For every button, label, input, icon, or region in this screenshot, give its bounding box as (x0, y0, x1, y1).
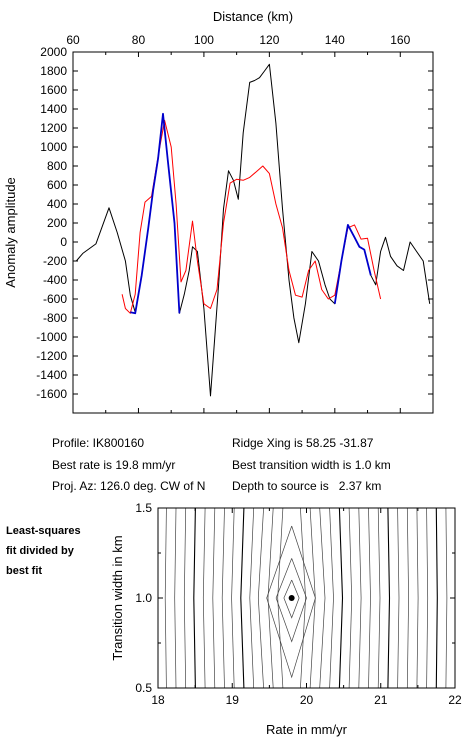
closed-contour (275, 558, 307, 643)
x-tick-label: 140 (325, 33, 345, 47)
depth-label-text: Depth to source is (232, 479, 329, 493)
contour-line (329, 508, 334, 688)
contour-line (397, 508, 400, 688)
closed-contour (283, 579, 300, 619)
y-tick-label: -400 (43, 273, 67, 287)
y-tick-label: -1600 (36, 387, 67, 401)
contour-line (309, 508, 316, 688)
contour-line (277, 508, 284, 688)
y-tick-label: -1000 (36, 330, 67, 344)
x-tick-label: 120 (259, 33, 279, 47)
contour-line (212, 508, 216, 688)
y-tick-label: 0 (60, 235, 67, 249)
y-axis-label: Anomaly amplitude (3, 177, 18, 288)
closed-contour (266, 525, 316, 679)
contour-y-tick-label: 1.5 (135, 501, 152, 515)
contour-line (348, 508, 353, 688)
y-tick-label: -800 (43, 311, 67, 325)
profile-label: Profile: IK800160 (52, 436, 145, 450)
contour-line (368, 508, 371, 688)
best-rate-label: Best rate is 19.8 mm/yr (52, 458, 176, 472)
y-tick-label: 1000 (40, 140, 67, 154)
contour-x-tick-label: 19 (226, 693, 240, 707)
misfit-contour-plot: 18 19 20 21 22 0.5 1.0 1.5 Rate in mm/yr Transiti… (110, 501, 462, 737)
side-legend-line-1: Least-squares (6, 525, 81, 537)
y-tick-label: 1200 (40, 121, 67, 135)
contour-line (300, 508, 306, 688)
contour-line (338, 508, 344, 688)
contour-line (406, 508, 409, 688)
y-tick-label: 600 (47, 178, 67, 192)
fit-series-line (333, 223, 372, 304)
contour-x-tick-label: 21 (374, 693, 388, 707)
depth-value: 2.37 km (338, 479, 382, 493)
contour-line (435, 508, 438, 688)
anomaly-profile-plot: 60 80 100 120 140 160200018001600140012001000… (3, 9, 434, 414)
x-axis-label: Distance (km) (213, 9, 293, 24)
y-tick-label: 800 (47, 159, 67, 173)
contour-x-tick-label: 20 (300, 693, 314, 707)
contour-line (358, 508, 362, 688)
contour-line (267, 508, 274, 688)
contour-line (257, 508, 264, 688)
contour-line (249, 508, 255, 688)
x-tick-label: 100 (194, 33, 214, 47)
contour-line (445, 508, 448, 688)
contour-line (183, 508, 187, 688)
plot-frame (72, 51, 434, 414)
contour-line (387, 508, 391, 688)
contour-line (156, 508, 157, 688)
side-legend-line-2: fit divided by (6, 545, 74, 557)
y-tick-label: 2000 (40, 45, 67, 59)
contour-lines (156, 508, 448, 688)
contour-x-axis-label: Rate in mm/yr (266, 722, 348, 737)
y-tick-label: -200 (43, 254, 67, 268)
fit-series-line (130, 112, 181, 315)
contour-line (426, 508, 429, 688)
y-tick-label: -1200 (36, 349, 67, 363)
ridge-crossing-label: Ridge Xing is 58.25 -31.87 (232, 436, 374, 450)
x-tick-label: 80 (132, 33, 146, 47)
contour-line (377, 508, 381, 688)
contour-line (231, 508, 235, 688)
observed-series-line (75, 63, 431, 397)
contour-y-axis-label: Transition width in km (110, 535, 125, 660)
x-tick-label: 160 (390, 33, 410, 47)
y-tick-label: 400 (47, 197, 67, 211)
contour-line (240, 508, 245, 688)
contour-line (319, 508, 326, 688)
contour-x-tick-label: 22 (448, 693, 462, 707)
depth-to-source-label: Depth to source is 2.37 km (232, 479, 381, 493)
contour-x-tick-label: 18 (151, 693, 165, 707)
y-tick-label: -1400 (36, 368, 67, 382)
side-legend-line-3: best fit (6, 565, 43, 577)
y-tick-label: 200 (47, 216, 67, 230)
x-tick-label: 60 (66, 33, 80, 47)
y-tick-label: 1800 (40, 64, 67, 78)
best-fit-point (288, 595, 295, 601)
contour-line (202, 508, 206, 688)
contour-line (221, 508, 225, 688)
best-transition-label: Best transition width is 1.0 km (232, 458, 391, 472)
contour-line (416, 508, 419, 688)
contour-y-tick-label: 1.0 (135, 591, 152, 605)
projection-azimuth-label: Proj. Az: 126.0 deg. CW of N (52, 479, 206, 493)
contour-line (174, 508, 177, 688)
y-tick-label: 1600 (40, 83, 67, 97)
y-tick-label: -600 (43, 292, 67, 306)
contour-line (164, 508, 167, 688)
contour-line (193, 508, 196, 688)
model-series-line (121, 119, 382, 314)
side-legend: Least-squares fit divided by best fit (6, 521, 81, 581)
contour-y-tick-label: 0.5 (135, 681, 152, 695)
y-tick-label: 1400 (40, 102, 67, 116)
